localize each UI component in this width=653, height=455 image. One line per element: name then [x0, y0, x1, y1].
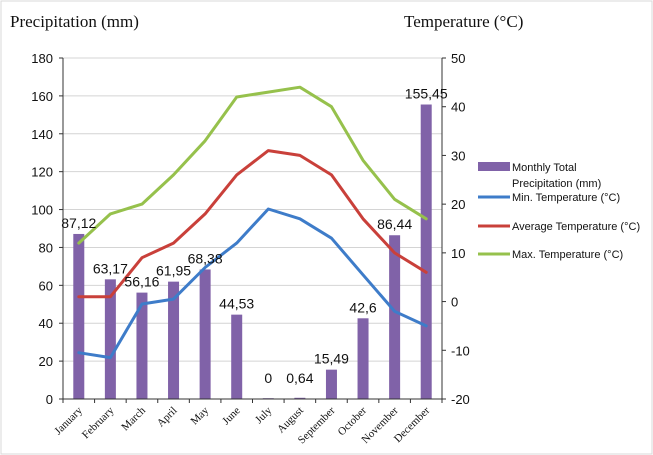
legend-bar-swatch	[478, 162, 510, 171]
right-tick-label: 40	[451, 100, 465, 115]
precip-bar	[73, 233, 85, 399]
max-temp-line	[77, 85, 428, 245]
left-tick-label: 120	[31, 165, 53, 180]
x-tick-label: March	[119, 404, 148, 433]
legend-label-min-temp: Min. Temperature (°C)	[512, 192, 620, 204]
right-axis-title: Temperature (°C)	[404, 12, 523, 31]
x-tick-label: June	[220, 405, 243, 428]
right-tick-label: 10	[451, 246, 465, 261]
avg-temp-line	[77, 149, 428, 299]
bar-data-label: 56,16	[124, 274, 159, 290]
right-tick-label: 20	[451, 197, 465, 212]
temperature-lines	[77, 85, 428, 360]
right-tick-label: 30	[451, 148, 465, 163]
left-tick-label: 100	[31, 203, 53, 218]
x-tick-label: February	[80, 404, 117, 441]
left-tick-label: 60	[39, 278, 53, 293]
x-tick-label: August	[275, 405, 306, 436]
x-tick-label: April	[155, 405, 180, 430]
bar-data-label: 68,38	[188, 250, 223, 266]
min-temp-line	[77, 207, 428, 360]
legend-label-avg-temp: Average Temperature (°C)	[512, 221, 640, 233]
precip-bar	[231, 314, 243, 399]
bar-data-label: 44,53	[219, 296, 254, 312]
legend-label-max-temp: Max. Temperature (°C)	[512, 249, 623, 261]
bar-data-label: 61,95	[156, 263, 191, 279]
bar-data-label: 87,12	[61, 215, 96, 231]
bar-data-label: 42,6	[349, 299, 376, 315]
precip-bar	[168, 281, 180, 399]
left-tick-label: 160	[31, 89, 53, 104]
precip-bar	[199, 269, 211, 399]
bar-data-label: 63,17	[93, 260, 128, 276]
axes: 0 20 40 60 80 100 120 140 160 180 -20 -10 0 10 20 30 40 5…	[31, 51, 470, 446]
left-tick-label: 40	[39, 316, 53, 331]
precip-bar	[294, 397, 306, 399]
precip-bar	[389, 235, 401, 399]
precipitation-bars	[73, 104, 432, 400]
bar-data-label: 86,44	[377, 216, 412, 232]
precip-bar	[104, 279, 116, 399]
left-tick-label: 0	[46, 392, 53, 407]
bar-data-label: 0,64	[286, 370, 313, 386]
precip-bar	[325, 369, 337, 399]
right-tick-label: 0	[451, 295, 458, 310]
precip-bar	[357, 318, 369, 399]
bar-data-label: 15,49	[314, 351, 349, 367]
legend: Monthly Total Precipitation (mm) Min. Temp…	[478, 162, 640, 261]
precip-bar	[420, 104, 432, 400]
legend-label-precipitation-cont: Precipitation (mm)	[512, 178, 601, 190]
precip-bar	[136, 292, 148, 399]
right-tick-label: -20	[451, 392, 470, 407]
right-tick-label: -10	[451, 343, 470, 358]
left-tick-label: 20	[39, 354, 53, 369]
right-tick-label: 50	[451, 51, 465, 66]
left-tick-label: 140	[31, 127, 53, 142]
x-tick-label: July	[253, 404, 275, 426]
left-tick-label: 80	[39, 240, 53, 255]
left-axis-title: Precipitation (mm)	[10, 12, 139, 31]
left-tick-label: 180	[31, 51, 53, 66]
x-tick-label: May	[188, 404, 211, 427]
legend-label-precipitation: Monthly Total	[512, 162, 577, 174]
bar-data-label: 155,45	[405, 86, 448, 102]
bar-data-label: 0	[264, 370, 272, 386]
